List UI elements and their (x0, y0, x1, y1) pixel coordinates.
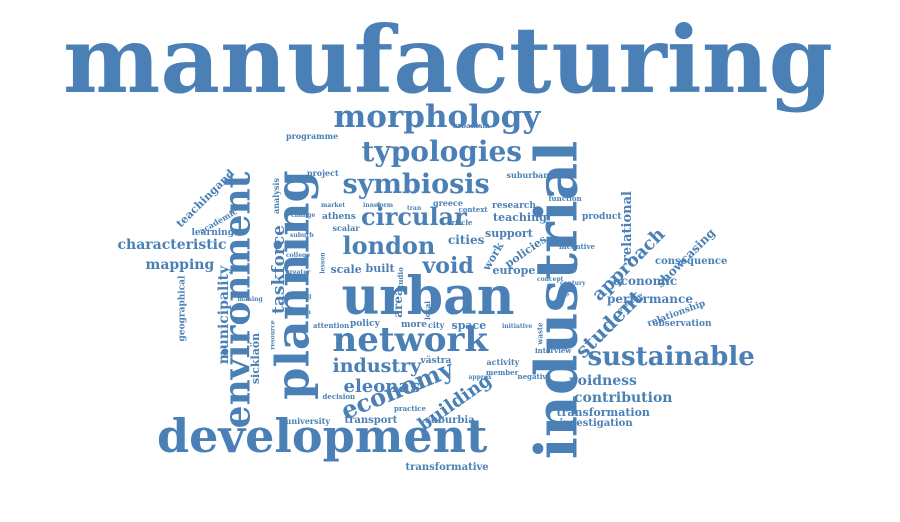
cloud-word: studio (395, 266, 405, 292)
cloud-word: industry (332, 354, 422, 377)
cloud-word: transformation (556, 405, 650, 419)
cloud-word: manufacturing (63, 6, 833, 114)
cloud-word: sustainable (587, 342, 755, 372)
cloud-word: consequence (655, 256, 728, 267)
cloud-word: university (285, 416, 331, 426)
cloud-word: city (428, 320, 445, 330)
cloud-word: policy (350, 318, 380, 329)
cloud-word: member (486, 367, 519, 377)
cloud-word: built (365, 261, 395, 275)
cloud-word: suburban (506, 170, 550, 180)
cloud-word: inner (363, 202, 381, 209)
cloud-word: stream (287, 309, 311, 316)
cloud-word: area (390, 288, 405, 318)
cloud-word: interview (535, 345, 572, 355)
cloud-word: relational (619, 190, 635, 262)
cloud-word: typologies (361, 135, 523, 168)
cloud-word: function (548, 193, 582, 203)
cloud-word: century (560, 280, 586, 287)
cloud-word: västra (420, 355, 452, 366)
cloud-word: tran (407, 205, 422, 212)
cloud-word: cities (448, 233, 485, 247)
cloud-word: development (157, 409, 488, 463)
cloud-word: lesson (319, 252, 327, 274)
cloud-word: suburb (290, 232, 314, 239)
cloud-word: negative (517, 371, 551, 381)
cloud-word: context (458, 204, 488, 214)
cloud-word: project (307, 168, 339, 178)
cloud-word: teaching (493, 210, 547, 224)
cloud-word: void (422, 253, 474, 279)
cloud-word: athens (322, 211, 356, 222)
cloud-word: decision (322, 391, 356, 401)
cloud-word: contribution (574, 390, 673, 406)
cloud-word: making (237, 296, 263, 303)
cloud-word: programme (286, 131, 339, 141)
cloud-word: change (291, 212, 316, 219)
cloud-word: practice (394, 403, 426, 413)
cloud-word: form (377, 202, 394, 209)
cloud-word: greater (285, 269, 311, 276)
cloud-word: transport (344, 415, 398, 426)
cloud-word: network (332, 320, 488, 360)
cloud-word: london (342, 231, 436, 260)
cloud-word: sicklaön (248, 332, 262, 384)
cloud-word: market (321, 202, 346, 209)
cloud-word: scalar (332, 223, 360, 233)
cloud-word: morphology (333, 98, 541, 135)
cloud-word: suburbia (425, 415, 475, 426)
cloud-word: product (582, 211, 622, 222)
cloud-word: economic (613, 274, 678, 288)
cloud-word: incentive (559, 241, 595, 251)
cloud-word: scale (330, 262, 362, 276)
cloud-word: greece (433, 198, 463, 208)
cloud-word: mapping (145, 257, 215, 273)
cloud-word: support (485, 226, 533, 240)
cloud-word: nature (479, 285, 499, 292)
cloud-word: performance (607, 292, 693, 306)
cloud-word: more (401, 319, 427, 330)
cloud-word: analysis (270, 178, 281, 214)
cloud-word: article (447, 217, 473, 227)
cloud-word: learning (191, 227, 235, 238)
cloud-word: initiative (502, 323, 533, 330)
cloud-word: facing (290, 293, 312, 300)
cloud-word: characteristic (117, 237, 227, 253)
cloud-word: resource (269, 320, 277, 350)
cloud-word: circular (361, 202, 467, 231)
cloud-word: symbiosis (342, 168, 490, 200)
cloud-word: research (492, 200, 536, 211)
cloud-word: observation (652, 318, 712, 329)
cloud-word: college (286, 252, 311, 259)
cloud-word: local (422, 300, 432, 320)
cloud-word: urban (341, 266, 515, 327)
cloud-word: concept (537, 276, 564, 283)
cloud-word: transformative (405, 462, 489, 473)
cloud-word: approx (468, 374, 492, 381)
cloud-word: municipality (216, 265, 233, 365)
cloud-word: voidness (569, 373, 637, 389)
cloud-word: urbanism (452, 120, 490, 130)
cloud-word: spatial (550, 318, 570, 325)
cloud-word: waste (535, 321, 545, 345)
cloud-word: geographical (177, 275, 188, 341)
cloud-word: eleonas (343, 376, 421, 397)
cloud-word: attention (313, 320, 350, 330)
cloud-word: taskforce (268, 224, 289, 314)
cloud-word: investigation (559, 418, 633, 429)
cloud-word: activity (486, 357, 520, 367)
cloud-word: europe (492, 263, 536, 277)
cloud-word: space (451, 318, 487, 332)
